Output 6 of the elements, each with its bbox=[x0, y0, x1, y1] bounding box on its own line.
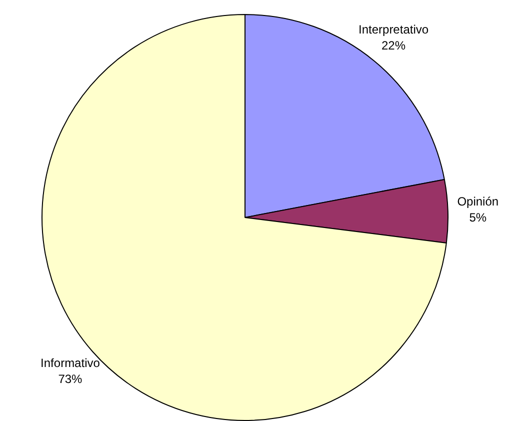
data-label: 5% bbox=[469, 210, 487, 224]
data-label: 22% bbox=[382, 38, 406, 52]
slice-label: Opinión bbox=[457, 194, 499, 208]
data-label: 73% bbox=[58, 372, 83, 386]
slice-label: Informativo bbox=[40, 356, 100, 370]
slice-label: Interpretativo bbox=[358, 22, 429, 36]
